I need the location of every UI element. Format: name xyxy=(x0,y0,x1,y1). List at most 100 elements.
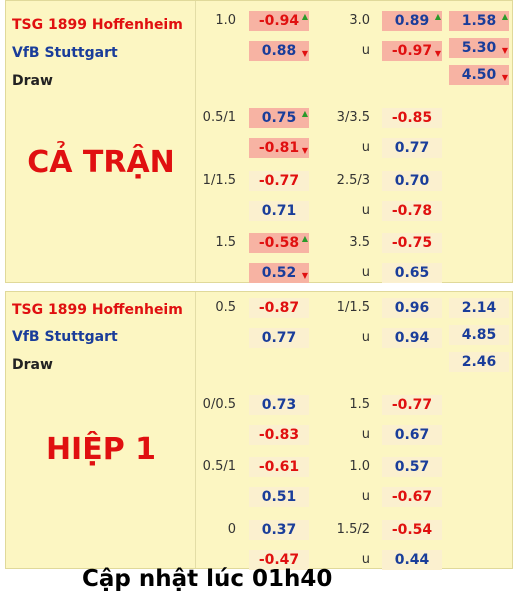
odds-value: 0.77 xyxy=(261,330,297,346)
handicap-home-odds[interactable]: 0.37 xyxy=(249,520,309,540)
odds-value: 0.70 xyxy=(394,173,430,189)
draw-label: Draw xyxy=(12,73,53,89)
handicap-home-odds[interactable]: -0.87 xyxy=(249,298,309,318)
odds-value: 0.89 xyxy=(394,13,430,29)
odds-value: -0.47 xyxy=(258,552,300,568)
handicap-home-odds[interactable]: -0.58 ▲ xyxy=(249,233,309,253)
arrow-down-icon: ▼ xyxy=(301,49,308,58)
odds-value: -0.85 xyxy=(391,110,433,126)
odds-value: 0.57 xyxy=(394,459,430,475)
handicap-away-odds[interactable]: -0.81 ▼ xyxy=(249,138,309,158)
over-under-line: 1/1.5 xyxy=(336,300,370,315)
handicap-home-odds[interactable]: 0.75 ▲ xyxy=(249,108,309,128)
odds-value: -0.54 xyxy=(391,522,433,538)
odds-value: 1.58 xyxy=(461,13,497,29)
odds-value: -0.58 xyxy=(258,235,300,251)
over-odds[interactable]: -0.75 xyxy=(382,233,442,253)
odds-value: 0.37 xyxy=(261,522,297,538)
draw-odds[interactable]: 2.46 xyxy=(449,352,509,372)
home-team-name: TSG 1899 Hoffenheim xyxy=(12,302,183,318)
handicap-away-odds[interactable]: 0.71 xyxy=(249,201,309,221)
odds-value: -0.83 xyxy=(258,427,300,443)
over-odds[interactable]: 0.96 xyxy=(382,298,442,318)
handicap-home-odds[interactable]: -0.94 ▲ xyxy=(249,11,309,31)
odds-value: 5.30 xyxy=(461,40,497,56)
odds-value: 0.88 xyxy=(261,43,297,59)
arrow-down-icon: ▼ xyxy=(301,146,308,155)
update-time: Cập nhật lúc 01h40 xyxy=(82,566,333,592)
arrow-up-icon: ▲ xyxy=(301,109,308,118)
arrow-up-icon: ▲ xyxy=(301,12,308,21)
handicap-home-odds[interactable]: -0.61 xyxy=(249,457,309,477)
under-label: u xyxy=(361,330,370,345)
under-odds[interactable]: 0.77 xyxy=(382,138,442,158)
under-odds[interactable]: -0.97 ▼ xyxy=(382,41,442,61)
under-label: u xyxy=(361,552,370,567)
column-divider xyxy=(195,292,196,568)
arrow-down-icon: ▼ xyxy=(301,271,308,280)
handicap-away-odds[interactable]: 0.52 ▼ xyxy=(249,263,309,283)
handicap-home-odds[interactable]: 0.73 xyxy=(249,395,309,415)
handicap-away-odds[interactable]: 0.51 xyxy=(249,487,309,507)
over-under-line: 3/3.5 xyxy=(336,110,370,125)
handicap-line: 1.0 xyxy=(215,13,236,28)
over-odds[interactable]: -0.77 xyxy=(382,395,442,415)
arrow-down-icon: ▼ xyxy=(434,49,441,58)
under-label: u xyxy=(361,427,370,442)
under-label: u xyxy=(361,43,370,58)
odds-value: 2.14 xyxy=(461,300,497,316)
over-odds[interactable]: -0.54 xyxy=(382,520,442,540)
odds-value: -0.77 xyxy=(258,173,300,189)
odds-value: 0.75 xyxy=(261,110,297,126)
handicap-line: 0.5/1 xyxy=(202,459,236,474)
away-win-odds[interactable]: 4.85 xyxy=(449,325,509,345)
under-odds[interactable]: -0.78 xyxy=(382,201,442,221)
odds-value: -0.61 xyxy=(258,459,300,475)
under-label: u xyxy=(361,265,370,280)
handicap-away-odds[interactable]: 0.88 ▼ xyxy=(249,41,309,61)
over-under-line: 2.5/3 xyxy=(336,173,370,188)
handicap-line: 0.5 xyxy=(215,300,236,315)
odds-value: -0.78 xyxy=(391,203,433,219)
draw-odds[interactable]: 4.50 ▼ xyxy=(449,65,509,85)
arrow-down-icon: ▼ xyxy=(501,73,508,82)
column-divider xyxy=(195,1,196,282)
full-match-panel: TSG 1899 Hoffenheim VfB Stuttgart Draw C… xyxy=(5,0,513,283)
handicap-home-odds[interactable]: -0.77 xyxy=(249,171,309,191)
odds-value: 0.44 xyxy=(394,552,430,568)
odds-value: -0.75 xyxy=(391,235,433,251)
handicap-away-odds[interactable]: 0.77 xyxy=(249,328,309,348)
handicap-line: 0/0.5 xyxy=(202,397,236,412)
home-win-odds[interactable]: 2.14 xyxy=(449,298,509,318)
handicap-away-odds[interactable]: -0.47 xyxy=(249,550,309,570)
arrow-up-icon: ▲ xyxy=(301,234,308,243)
odds-value: 0.77 xyxy=(394,140,430,156)
away-win-odds[interactable]: 5.30 ▼ xyxy=(449,38,509,58)
under-odds[interactable]: 0.94 xyxy=(382,328,442,348)
under-odds[interactable]: -0.67 xyxy=(382,487,442,507)
odds-value: -0.81 xyxy=(258,140,300,156)
section-label-first-half: HIỆP 1 xyxy=(45,432,157,467)
home-team-name: TSG 1899 Hoffenheim xyxy=(12,17,183,33)
over-under-line: 1.0 xyxy=(349,459,370,474)
under-odds[interactable]: 0.65 xyxy=(382,263,442,283)
odds-value: -0.94 xyxy=(258,13,300,29)
odds-value: -0.77 xyxy=(391,397,433,413)
under-odds[interactable]: 0.44 xyxy=(382,550,442,570)
over-odds[interactable]: -0.85 xyxy=(382,108,442,128)
odds-value: 4.50 xyxy=(461,67,497,83)
handicap-line: 1.5 xyxy=(215,235,236,250)
odds-value: 2.46 xyxy=(461,354,497,370)
under-label: u xyxy=(361,140,370,155)
under-odds[interactable]: 0.67 xyxy=(382,425,442,445)
over-odds[interactable]: 0.57 xyxy=(382,457,442,477)
over-under-line: 1.5/2 xyxy=(336,522,370,537)
home-win-odds[interactable]: 1.58 ▲ xyxy=(449,11,509,31)
handicap-away-odds[interactable]: -0.83 xyxy=(249,425,309,445)
over-odds[interactable]: 0.70 xyxy=(382,171,442,191)
over-odds[interactable]: 0.89 ▲ xyxy=(382,11,442,31)
away-team-name: VfB Stuttgart xyxy=(12,45,118,61)
odds-value: 0.67 xyxy=(394,427,430,443)
odds-value: 0.73 xyxy=(261,397,297,413)
under-label: u xyxy=(361,203,370,218)
